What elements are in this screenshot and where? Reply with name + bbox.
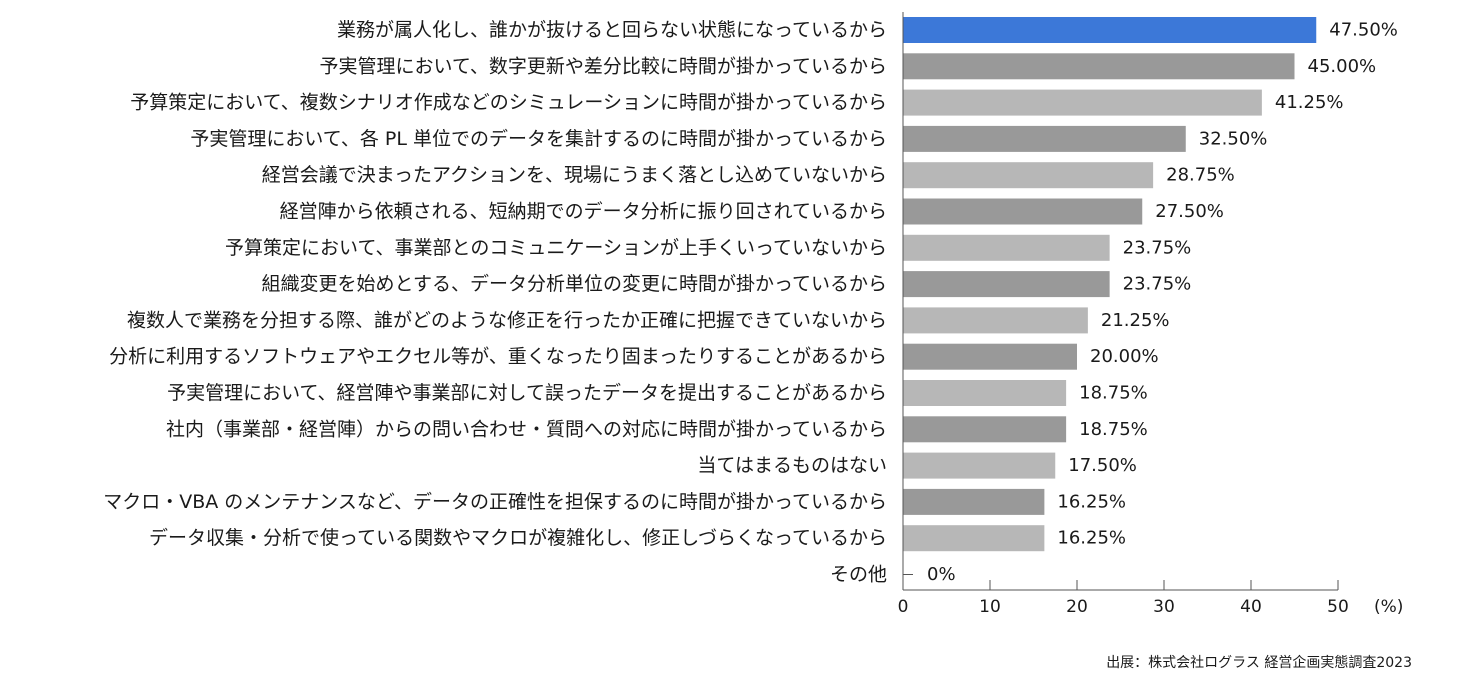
bar xyxy=(903,162,1154,189)
bar xyxy=(903,416,1067,443)
category-label: 予算策定において、事業部とのコミュニケーションが上手くいっていないから xyxy=(225,237,887,259)
bar xyxy=(903,198,1143,225)
bar xyxy=(903,343,1077,370)
x-tick-label: 50 xyxy=(1327,597,1349,617)
bar xyxy=(903,89,1262,116)
source-note: 出展：株式会社ログラス 経営企画実態調査2023 xyxy=(1106,655,1412,671)
x-tick-label: 0 xyxy=(898,597,909,617)
category-label: 業務が属人化し、誰かが抜けると回らない状態になっているから xyxy=(337,19,887,41)
category-label: 複数人で業務を分担する際、誰がどのような修正を行ったか正確に把握できていないから xyxy=(127,309,887,331)
x-unit-label: (%) xyxy=(1374,597,1403,617)
category-label: 予実管理において、数字更新や差分比較に時間が掛かっているから xyxy=(319,55,887,77)
data-label: 47.50% xyxy=(1329,20,1398,41)
bar xyxy=(903,125,1186,152)
category-label: 予実管理において、各 PL 単位でのデータを集計するのに時間が掛かっているから xyxy=(190,128,887,150)
data-label: 23.75% xyxy=(1123,274,1192,295)
category-label: 予算策定において、複数シナリオ作成などのシミュレーションに時間が掛かっているから xyxy=(130,92,887,114)
data-label: 27.50% xyxy=(1155,201,1224,222)
data-label: 21.25% xyxy=(1101,310,1170,331)
category-label: マクロ・VBA のメンテナンスなど、データの正確性を担保するのに時間が掛かってい… xyxy=(103,491,887,513)
data-label: 16.25% xyxy=(1057,491,1126,512)
data-label: 17.50% xyxy=(1068,455,1137,476)
category-label: 社内（事業部・経営陣）からの問い合わせ・質問への対応に時間が掛かっているから xyxy=(166,418,887,440)
bar xyxy=(903,234,1110,261)
bar xyxy=(903,53,1295,80)
bar xyxy=(903,452,1056,479)
category-label: 予実管理において、経営陣や事業部に対して誤ったデータを提出することがあるから xyxy=(167,382,887,404)
data-label: 18.75% xyxy=(1079,419,1148,440)
data-label: 23.75% xyxy=(1123,237,1192,258)
data-label: 28.75% xyxy=(1166,165,1235,186)
x-tick-label: 10 xyxy=(979,597,1001,617)
data-label: 41.25% xyxy=(1275,92,1344,113)
x-tick-label: 40 xyxy=(1240,597,1262,617)
bar xyxy=(903,17,1317,43)
data-label: 18.75% xyxy=(1079,383,1148,404)
category-label: その他 xyxy=(830,564,887,586)
x-tick-label: 30 xyxy=(1153,597,1175,617)
category-label: 組織変更を始めとする、データ分析単位の変更に時間が掛かっているから xyxy=(262,273,887,295)
x-tick-label: 20 xyxy=(1066,597,1088,617)
bar xyxy=(903,307,1088,334)
data-label: 20.00% xyxy=(1090,346,1159,367)
category-label: 経営陣から依頼される、短納期でのデータ分析に振り回されているから xyxy=(280,201,887,223)
data-label: 16.25% xyxy=(1057,528,1126,549)
bar xyxy=(903,380,1067,406)
category-label: 分析に利用するソフトウェアやエクセル等が、重くなったり固まったりすることがあるか… xyxy=(109,346,887,368)
data-label: 0% xyxy=(927,564,956,585)
data-label: 32.50% xyxy=(1199,128,1268,149)
category-label: データ収集・分析で使っている関数やマクロが複雑化し、修正しづらくなっているから xyxy=(149,527,887,549)
category-label: 当てはまるものはない xyxy=(697,455,887,477)
category-label: 経営会議で決まったアクションを、現場にうまく落とし込めていないから xyxy=(262,164,887,186)
bar xyxy=(903,271,1110,298)
bar xyxy=(903,488,1045,515)
bar xyxy=(903,525,1045,552)
data-label: 45.00% xyxy=(1308,56,1377,77)
